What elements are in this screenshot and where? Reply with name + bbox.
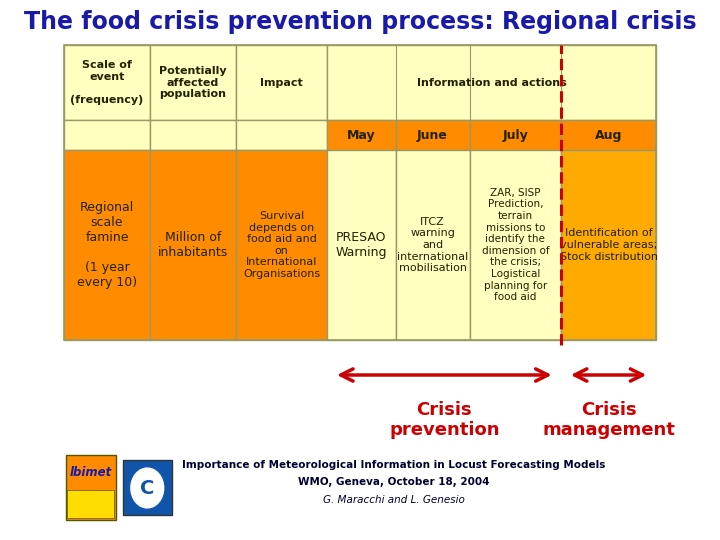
Text: Potentially
affected
population: Potentially affected population xyxy=(159,66,227,99)
Bar xyxy=(328,45,656,120)
Text: G. Maracchi and L. Genesio: G. Maracchi and L. Genesio xyxy=(323,495,464,505)
Text: May: May xyxy=(347,129,376,141)
Bar xyxy=(64,45,150,120)
Bar xyxy=(562,150,656,340)
Bar xyxy=(68,490,114,518)
Text: Scale of
event

(frequency): Scale of event (frequency) xyxy=(71,60,143,105)
Bar xyxy=(328,150,395,340)
Bar xyxy=(150,45,235,120)
Text: ITCZ
warning
and
international
mobilisation: ITCZ warning and international mobilisat… xyxy=(397,217,468,273)
Text: WMO, Geneva, October 18, 2004: WMO, Geneva, October 18, 2004 xyxy=(298,477,490,487)
Text: Information and actions: Information and actions xyxy=(417,78,567,87)
Bar xyxy=(395,120,469,150)
Bar xyxy=(235,45,328,120)
Bar xyxy=(64,45,656,340)
Text: C: C xyxy=(140,478,155,497)
Bar xyxy=(66,455,116,520)
Text: lbimet: lbimet xyxy=(70,465,112,478)
Text: June: June xyxy=(417,129,448,141)
Text: July: July xyxy=(503,129,528,141)
Text: Importance of Meteorological Information in Locust Forecasting Models: Importance of Meteorological Information… xyxy=(182,460,606,470)
Bar xyxy=(562,120,656,150)
Text: Million of
inhabitants: Million of inhabitants xyxy=(158,231,228,259)
Text: Survival
depends on
food aid and
on
International
Organisations: Survival depends on food aid and on Inte… xyxy=(243,211,320,279)
Bar xyxy=(235,120,328,150)
Text: Crisis
management: Crisis management xyxy=(542,401,675,440)
Bar xyxy=(469,120,562,150)
Text: The food crisis prevention process: Regional crisis: The food crisis prevention process: Regi… xyxy=(24,10,696,34)
Circle shape xyxy=(129,466,166,510)
Text: Aug: Aug xyxy=(595,129,622,141)
Text: Crisis
prevention: Crisis prevention xyxy=(389,401,500,440)
Text: PRESAO
Warning: PRESAO Warning xyxy=(336,231,387,259)
Bar xyxy=(328,120,395,150)
Text: Identification of
vulnerable areas;
Stock distribution: Identification of vulnerable areas; Stoc… xyxy=(559,228,657,261)
Bar xyxy=(64,120,150,150)
Bar xyxy=(395,150,469,340)
Bar xyxy=(64,150,150,340)
Bar xyxy=(235,150,328,340)
Bar xyxy=(150,120,235,150)
Text: Regional
scale
famine

(1 year
every 10): Regional scale famine (1 year every 10) xyxy=(77,201,137,289)
Bar xyxy=(469,150,562,340)
Bar xyxy=(123,460,171,515)
Bar xyxy=(150,150,235,340)
Text: ZAR, SISP
Prediction,
terrain
missions to
identify the
dimension of
the crisis;
: ZAR, SISP Prediction, terrain missions t… xyxy=(482,188,549,302)
Text: Impact: Impact xyxy=(260,78,303,87)
